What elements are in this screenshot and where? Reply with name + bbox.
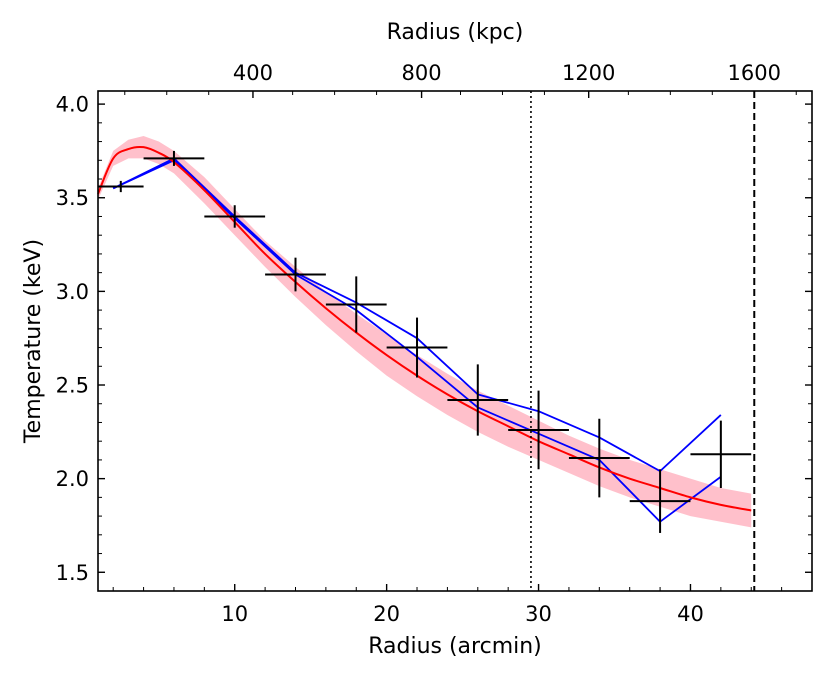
y-tick-label: 4.0 [56, 93, 89, 117]
model-fit-line [97, 145, 752, 512]
plot-frame [97, 90, 813, 592]
y-tick-label: 3.5 [56, 186, 89, 210]
y-tick-label: 2.0 [56, 467, 89, 491]
data-point-11 [690, 420, 752, 489]
model-envelope-upper-line [112, 157, 722, 473]
top-tick-label: 1600 [728, 61, 781, 85]
model-uncertainty-band [98, 135, 752, 528]
tick-labels-group: 10 20 30 40 400 800 1200 1600 1.5 2.0 2.5 3.0 3.5 4.0 [56, 61, 781, 626]
data-point-2 [143, 150, 205, 166]
y-axis-title: Temperature (keV) [21, 239, 46, 444]
measurement-errorbars-group [98, 150, 752, 533]
axis-ticks-group [98, 91, 813, 591]
model-uncertainty-band-group [98, 135, 752, 528]
data-point-1 [98, 180, 144, 193]
top-tick-label: 1200 [562, 61, 615, 85]
y-tick-label: 3.0 [56, 280, 89, 304]
data-point-9 [568, 418, 630, 498]
x-tick-label: 10 [221, 602, 248, 626]
x-tick-label: 40 [677, 602, 704, 626]
y-tick-label: 1.5 [56, 561, 89, 585]
x-axis-title: Radius (arcmin) [368, 634, 542, 659]
model-fit-group [97, 145, 752, 512]
top-axis-title: Radius (kpc) [387, 20, 524, 45]
data-point-6 [386, 317, 448, 378]
data-point-8 [508, 390, 569, 470]
x-tick-label: 20 [373, 602, 400, 626]
data-point-10 [629, 469, 691, 533]
data-point-3 [204, 205, 266, 228]
data-point-4 [265, 257, 326, 292]
data-point-5 [325, 276, 387, 333]
x-tick-label: 30 [525, 602, 552, 626]
reference-lines-group [530, 91, 756, 591]
y-tick-label: 2.5 [56, 374, 89, 398]
top-tick-label: 400 [233, 61, 273, 85]
data-point-7 [447, 364, 509, 436]
top-tick-label: 800 [402, 61, 442, 85]
